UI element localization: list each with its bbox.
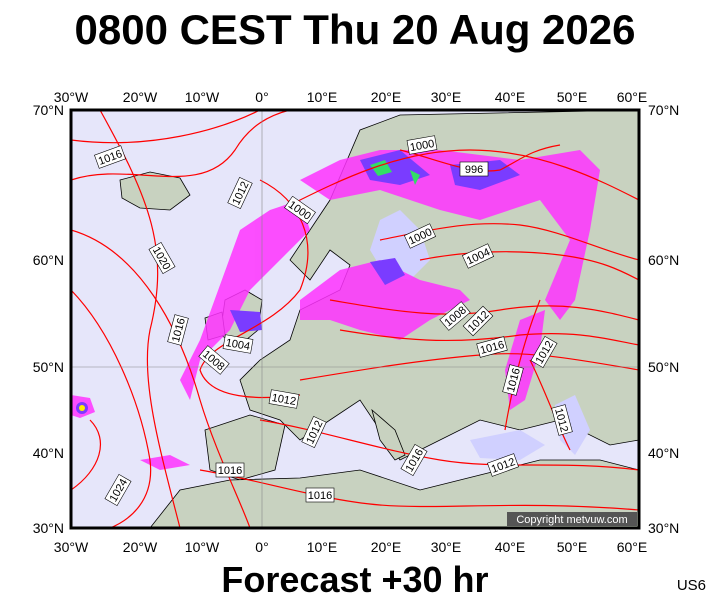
isobar-label-box — [406, 135, 438, 155]
longitude-label: 60°E — [617, 539, 648, 555]
map-area: Copyright metvuw.com — [71, 110, 639, 528]
longitude-label: 30°W — [54, 539, 89, 555]
longitude-label: 50°E — [557, 539, 588, 555]
isobar-label-box — [462, 305, 494, 337]
longitude-label: 10°W — [185, 539, 220, 555]
latitude-label: 40°N — [648, 445, 679, 461]
isobar-label-box — [502, 364, 524, 396]
isobar-label-text: 996 — [465, 164, 483, 176]
latitude-label: 60°N — [33, 252, 64, 268]
isobar-label-box — [301, 415, 327, 449]
map-frame — [69, 108, 641, 530]
isobar-label-box — [461, 243, 495, 269]
isobar-label-text: 1012 — [271, 392, 297, 408]
isobar-label-box — [198, 345, 230, 375]
latitude-label: 30°N — [33, 520, 64, 536]
forecast-label: Forecast +30 hr — [221, 559, 488, 600]
longitude-label: 0° — [255, 539, 268, 555]
latitude-label: 60°N — [648, 252, 679, 268]
longitude-label: 30°E — [431, 539, 462, 555]
model-label: US6 — [677, 577, 706, 594]
latitude-label: 70°N — [33, 102, 64, 118]
longitude-label: 30°E — [431, 89, 462, 105]
isobar-label-box — [487, 453, 519, 477]
longitude-label: 0° — [255, 89, 268, 105]
isobar-label-text: 1016 — [308, 490, 332, 502]
axis-labels: 30°W 30°W 20°W 20°W 10°W 10°W 0° 0° 10°E 10°E 20°E… — [33, 89, 680, 555]
isobar-label: 1016 — [476, 336, 508, 358]
latitude-label: 50°N — [33, 359, 64, 375]
precipitation — [71, 150, 600, 470]
isobar-label-box — [167, 314, 189, 346]
longitude-label: 10°E — [307, 539, 338, 555]
isobar-label-box — [215, 462, 245, 478]
isobar-label-box — [94, 145, 126, 169]
isobar-label-box — [104, 473, 132, 507]
latitude-label: 70°N — [648, 102, 679, 118]
isobar-label-box — [148, 241, 176, 275]
longitude-label: 10°E — [307, 89, 338, 105]
isobar-label-box — [227, 176, 253, 210]
isobar-label-box — [305, 487, 335, 503]
isobar-label-box — [551, 404, 573, 436]
isobar-label: 1012 — [268, 389, 300, 409]
longitude-label: 30°W — [54, 89, 89, 105]
longitude-label: 20°W — [123, 89, 158, 105]
isobar-label: 1000 — [406, 135, 438, 155]
longitude-label: 10°W — [185, 89, 220, 105]
latitude-label: 30°N — [648, 520, 679, 536]
isobar-label: 1016 — [305, 487, 335, 503]
isobar-label-box — [530, 335, 558, 369]
isobar-label-text: 1004 — [225, 337, 251, 353]
isobar-label: 1016 — [502, 364, 524, 396]
isobar-label-box — [222, 334, 254, 354]
copyright-box — [507, 512, 637, 526]
isobar-label: 1016 — [167, 314, 189, 346]
longitude-label: 50°E — [557, 89, 588, 105]
isobar-label-text: 1000 — [409, 138, 435, 154]
isobar-label-box — [403, 223, 437, 249]
isobar-label: 1016 — [215, 462, 245, 478]
copyright: Copyright metvuw.com — [516, 514, 627, 526]
isobar-label-box — [284, 195, 316, 225]
isobar-label: 996 — [459, 161, 489, 177]
longitude-label: 20°E — [371, 89, 402, 105]
longitude-label: 40°E — [495, 89, 526, 105]
latitude-label: 40°N — [33, 445, 64, 461]
longitude-label: 20°W — [123, 539, 158, 555]
isobar-label-box — [400, 443, 428, 477]
isobar-labels: 1016101210001020101610041008100099610001… — [94, 135, 573, 507]
longitude-label: 60°E — [617, 89, 648, 105]
isobar-label-box — [459, 161, 489, 177]
isobar-label: 1012 — [551, 404, 573, 436]
graticule — [71, 110, 639, 528]
isobar-label-box — [476, 336, 508, 358]
isobar-label-box — [439, 301, 471, 331]
latitude-label: 50°N — [648, 359, 679, 375]
isobar-label-text: 1016 — [218, 465, 242, 477]
isobar-label-box — [268, 389, 300, 409]
longitude-label: 40°E — [495, 539, 526, 555]
title: 0800 CEST Thu 20 Aug 2026 — [75, 6, 636, 53]
isobar-label: 1004 — [222, 334, 254, 354]
longitude-label: 20°E — [371, 539, 402, 555]
